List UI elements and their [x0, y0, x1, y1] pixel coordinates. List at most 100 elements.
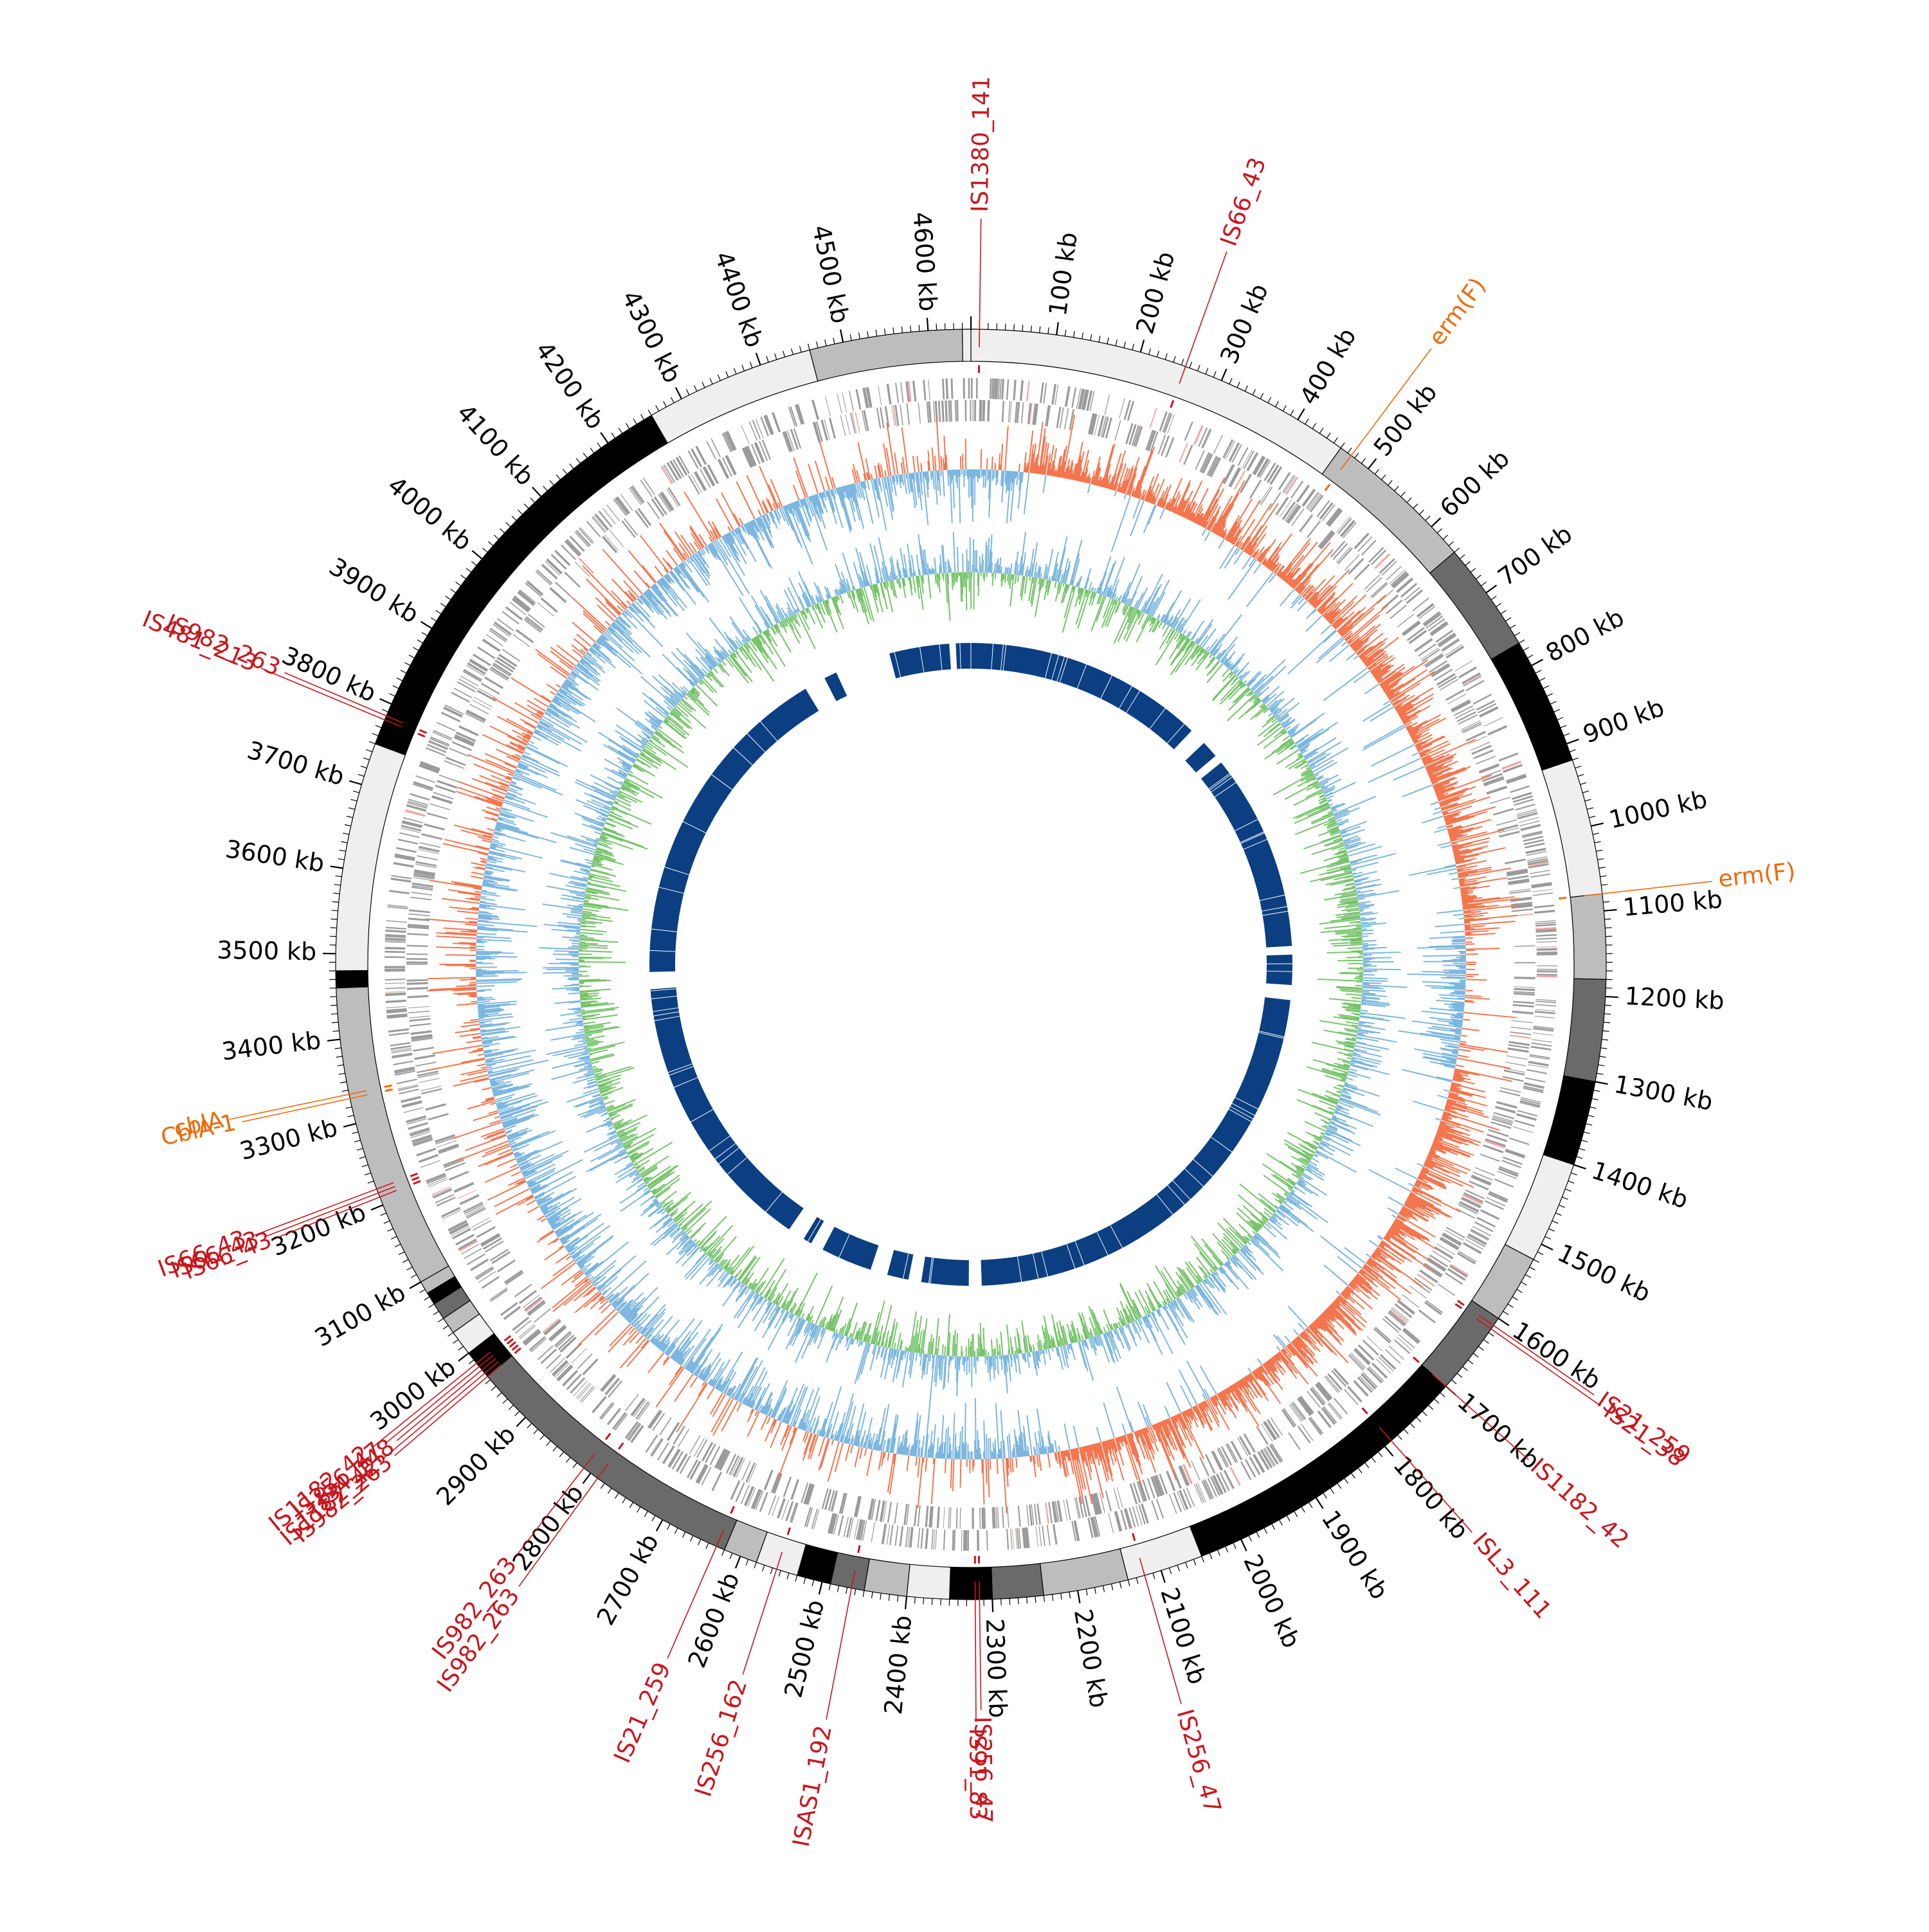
cds-feature	[390, 1045, 411, 1050]
cds-feature	[918, 1505, 921, 1526]
scale-tick-label: 2800 kb	[507, 1479, 589, 1576]
minor-tick	[331, 1005, 337, 1006]
cds-feature	[1409, 1285, 1426, 1298]
gc-skew-bar	[1399, 694, 1434, 714]
gc-skew-bar	[486, 1056, 530, 1065]
minor-tick	[1005, 323, 1006, 330]
gc-skew-bar	[480, 1030, 485, 1031]
cds-feature	[695, 471, 707, 491]
cds-feature	[432, 1188, 451, 1197]
cds-feature	[967, 1530, 968, 1551]
major-tick	[327, 1040, 340, 1041]
major-tick	[1566, 739, 1579, 744]
gc-skew-bar	[867, 480, 869, 490]
minor-tick	[1404, 1429, 1408, 1434]
scale-tick-label: 1000 kb	[1606, 785, 1710, 835]
gc-skew-bar	[1005, 426, 1008, 470]
cds-feature	[1514, 988, 1535, 991]
gc-skew-bar	[642, 566, 657, 582]
cds-feature	[1510, 1031, 1531, 1035]
cds-feature	[1424, 1301, 1442, 1315]
gc-skew-bar	[1307, 609, 1316, 618]
cds-feature	[504, 1270, 523, 1283]
minor-tick	[403, 1259, 408, 1263]
cds-feature	[409, 1016, 430, 1018]
gc-skew-bar	[632, 604, 655, 628]
cds-feature	[1034, 1504, 1038, 1525]
minor-tick	[1571, 1173, 1577, 1175]
cds-feature	[409, 909, 430, 913]
scale-tick-label: 2500 kb	[779, 1597, 829, 1701]
gc-skew-bar	[1453, 887, 1460, 889]
cds-feature	[482, 639, 501, 653]
cds-feature	[454, 1182, 475, 1193]
gc-skew-bar	[1452, 937, 1465, 938]
gc-skew-bar	[444, 928, 477, 930]
minor-tick	[1597, 859, 1604, 860]
gc-skew-bar	[1242, 556, 1251, 569]
gc-skew-bar	[793, 485, 799, 500]
minor-tick	[362, 1165, 368, 1167]
cds-feature	[408, 1011, 430, 1013]
gc-skew-bar	[990, 1438, 991, 1459]
minor-tick	[407, 1267, 413, 1270]
scale-tick-label: 100 kb	[1044, 230, 1083, 317]
cds-feature	[923, 380, 926, 401]
cds-feature	[1380, 1354, 1396, 1369]
cds-feature	[476, 1226, 496, 1238]
minor-tick	[1372, 1458, 1375, 1463]
minor-tick	[1388, 480, 1393, 485]
gc-skew-bar	[690, 526, 704, 548]
cds-feature	[421, 1088, 442, 1094]
gc-skew-bar	[532, 736, 541, 741]
cds-feature	[1510, 890, 1531, 894]
gc-skew-bar	[987, 458, 988, 470]
minor-tick	[734, 368, 736, 374]
gc-skew-bar	[480, 905, 525, 910]
gc-skew-bar	[855, 1447, 859, 1467]
cds-feature	[530, 1338, 547, 1352]
gc-skew-bar	[545, 1247, 564, 1260]
gc-skew-bar	[771, 1380, 787, 1418]
cds-feature	[1512, 908, 1533, 912]
gc-skew-bar	[748, 1409, 754, 1422]
minor-tick	[512, 516, 516, 521]
gc-skew-bar	[756, 1398, 761, 1411]
cds-feature	[1535, 1004, 1556, 1007]
cds-feature	[579, 557, 595, 573]
minor-tick	[506, 522, 511, 527]
cds-feature	[894, 1503, 898, 1524]
minor-tick	[1525, 1274, 1531, 1277]
gc-skew-bar	[820, 1439, 829, 1468]
gc-skew-bar	[956, 1447, 957, 1459]
scale-tick-label: 1500 kb	[1553, 1238, 1654, 1308]
gc-skew-bar	[888, 1452, 889, 1460]
gc-skew-bar	[466, 918, 478, 919]
gc-skew-bar	[1058, 1445, 1060, 1451]
gc-skew-bar	[865, 1449, 867, 1456]
gc-skew-bar	[712, 1395, 725, 1417]
minor-tick	[1555, 1213, 1561, 1216]
scale-tick-label: 3500 kb	[217, 936, 317, 966]
minor-tick	[509, 1405, 513, 1410]
minor-tick	[698, 1539, 701, 1545]
gc-skew-bar	[1336, 1291, 1340, 1295]
cds-feature	[1288, 1432, 1301, 1450]
cds-feature	[385, 941, 406, 943]
minor-tick	[1440, 1393, 1445, 1397]
gc-skew-bar	[500, 1101, 548, 1117]
cds-feature	[385, 987, 406, 989]
gc-skew-bar	[1000, 465, 1001, 471]
gc-skew-bar	[747, 1412, 759, 1437]
gc-skew-bar	[572, 597, 606, 629]
minor-tick	[411, 1274, 417, 1277]
major-tick	[371, 1205, 383, 1210]
minor-tick	[1213, 372, 1216, 377]
minor-tick	[1193, 1559, 1196, 1565]
gc-skew-bar	[1402, 785, 1433, 797]
minor-tick	[637, 1507, 640, 1513]
gc-skew-bar	[1458, 1055, 1469, 1057]
gc-skew-bar	[536, 727, 581, 751]
gc-skew-bar	[529, 741, 534, 744]
cds-feature	[1431, 622, 1449, 636]
